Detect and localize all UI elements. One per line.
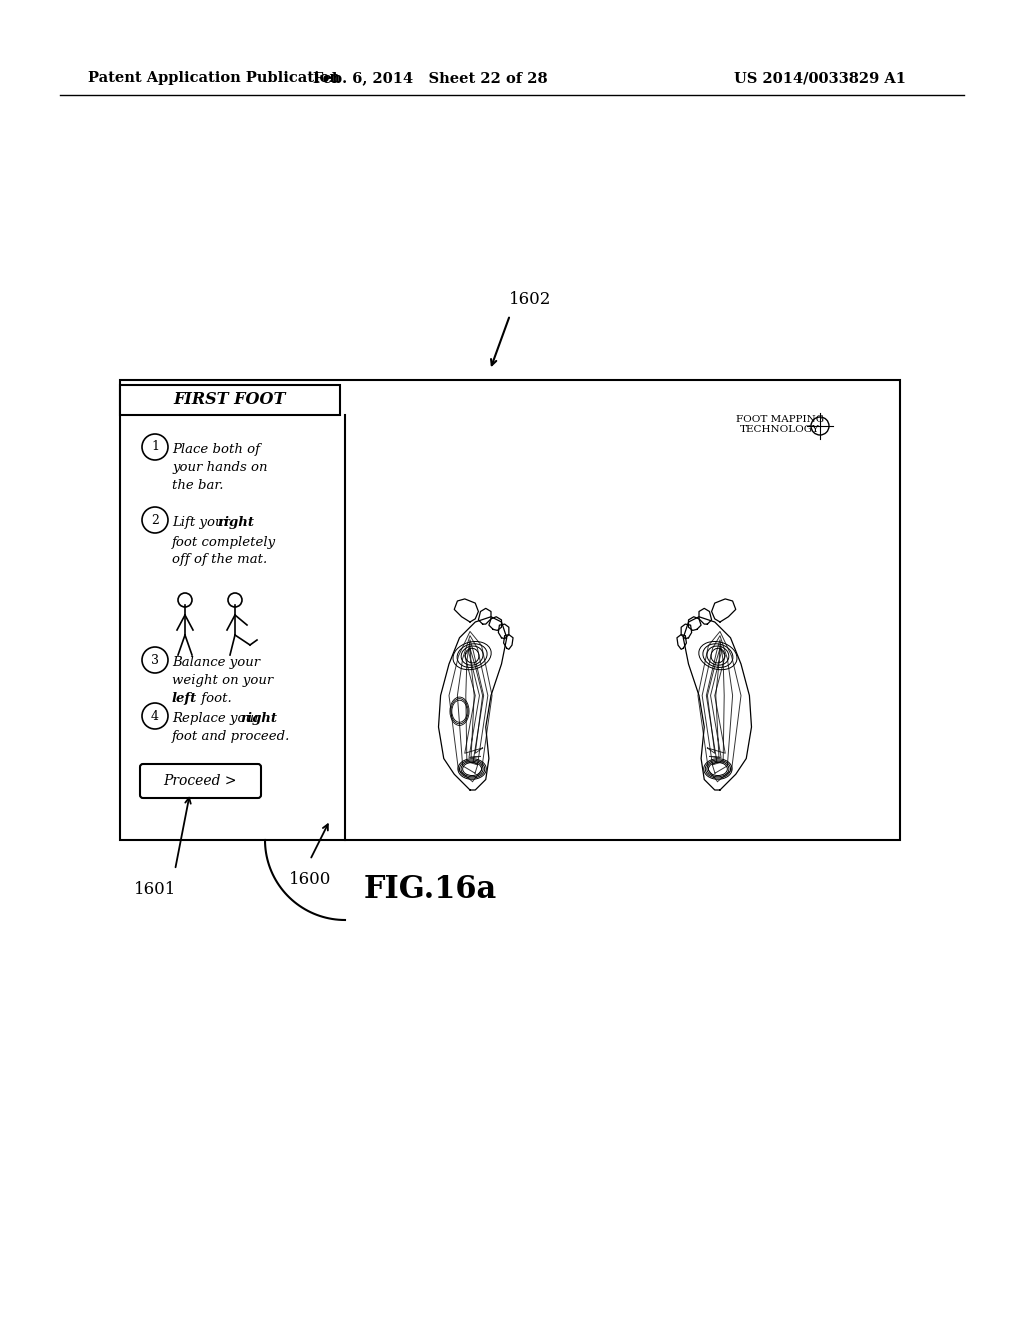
Text: foot.: foot. [197, 692, 231, 705]
Text: US 2014/0033829 A1: US 2014/0033829 A1 [734, 71, 906, 84]
Text: Replace your: Replace your [172, 711, 264, 725]
Bar [120, 385, 340, 414]
Text: 1601: 1601 [134, 882, 176, 899]
Text: FOOT MAPPING
TECHNOLOGY: FOOT MAPPING TECHNOLOGY [736, 414, 824, 434]
Text: Place both of
your hands on
the bar.: Place both of your hands on the bar. [172, 444, 267, 492]
Text: 1: 1 [151, 441, 159, 454]
Text: 1600: 1600 [289, 871, 331, 888]
Text: weight on your: weight on your [172, 675, 273, 686]
Text: 2: 2 [152, 513, 159, 527]
Text: left: left [172, 692, 198, 705]
Text: off of the mat.: off of the mat. [172, 553, 267, 566]
Text: foot completely: foot completely [172, 536, 276, 549]
Text: 3: 3 [151, 653, 159, 667]
Text: Balance your: Balance your [172, 656, 260, 669]
Text: FIRST FOOT: FIRST FOOT [174, 392, 286, 408]
Text: Proceed >: Proceed > [163, 774, 237, 788]
FancyBboxPatch shape [140, 764, 261, 799]
Text: foot and proceed.: foot and proceed. [172, 730, 291, 743]
Text: Patent Application Publication: Patent Application Publication [88, 71, 340, 84]
Text: Lift your: Lift your [172, 516, 234, 529]
Text: 4: 4 [151, 710, 159, 722]
Text: 1602: 1602 [509, 292, 551, 309]
Text: FIG.16a: FIG.16a [364, 874, 497, 906]
Text: right: right [240, 711, 278, 725]
Text: right: right [217, 516, 254, 529]
Text: Feb. 6, 2014   Sheet 22 of 28: Feb. 6, 2014 Sheet 22 of 28 [312, 71, 547, 84]
Bar [120, 380, 900, 840]
